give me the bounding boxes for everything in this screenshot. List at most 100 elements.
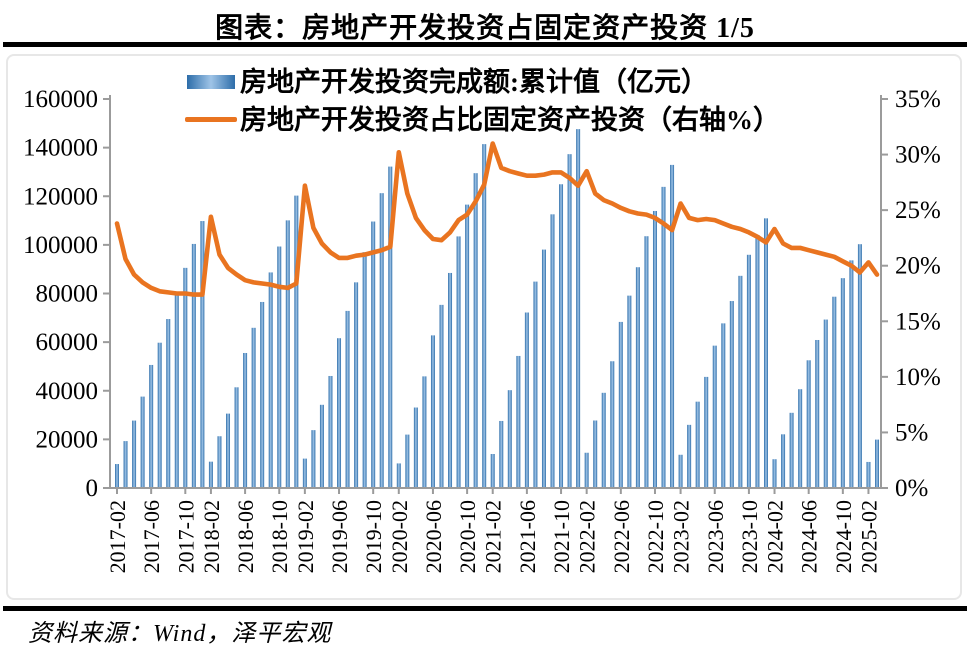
bar-2018-08: [260, 301, 265, 488]
bar-2023-07: [721, 323, 726, 488]
x-axis-label: 2019-06: [327, 500, 352, 573]
bar-2018-11: [285, 220, 290, 489]
bar-2022-08: [635, 267, 640, 488]
x-axis-label: 2018-06: [233, 500, 258, 573]
bar-2017-05: [140, 396, 145, 488]
bar-2017-02: [115, 464, 119, 488]
bar-2017-04: [132, 420, 137, 488]
bar-2021-05: [516, 355, 521, 488]
right-axis-label: 15%: [895, 308, 941, 335]
left-axis-label: 20000: [36, 426, 99, 453]
left-axis-label: 160000: [23, 86, 98, 113]
right-axis-label: 5%: [895, 419, 928, 446]
left-axis-label: 100000: [23, 232, 98, 259]
bar-2024-04: [789, 412, 794, 488]
bar-2020-09: [456, 236, 461, 488]
x-axis-label: 2018-02: [199, 500, 224, 573]
bar-2020-07: [439, 304, 444, 488]
right-axis-label: 10%: [895, 364, 941, 391]
x-axis-label: 2020-02: [387, 500, 412, 573]
bar-2023-03: [687, 424, 692, 488]
bar-2021-07: [533, 281, 538, 488]
bar-2021-06: [524, 312, 529, 488]
bar-2020-04: [413, 407, 418, 488]
bar-2024-09: [832, 296, 837, 488]
x-axis-label: 2025-02: [856, 500, 881, 573]
bar-2019-04: [319, 404, 324, 488]
bar-2022-04: [601, 392, 606, 488]
bar-2020-12: [482, 144, 487, 488]
x-axis-label: 2021-06: [515, 500, 540, 573]
bar-2018-10: [277, 246, 282, 488]
x-axis-label: 2023-10: [737, 500, 762, 573]
left-axis-label: 120000: [23, 183, 98, 210]
x-axis-label: 2017-02: [105, 500, 130, 573]
chart-frame: [6, 54, 962, 600]
bar-2019-02: [302, 458, 307, 488]
bar-2021-10: [559, 184, 564, 488]
legend-line-label: 房地产开发投资占比固定资产投资（右轴%）: [240, 105, 780, 135]
bar-2023-09: [738, 275, 743, 488]
bar-2019-08: [354, 282, 359, 488]
x-axis-label: 2020-06: [421, 500, 446, 573]
bar-2022-03: [593, 420, 598, 488]
x-axis-label: 2022-06: [609, 500, 634, 573]
ratio-line: [114, 141, 880, 297]
x-axis-label: 2021-02: [481, 500, 506, 573]
x-axis-label: 2021-10: [549, 500, 574, 573]
bar-2024-03: [781, 434, 786, 488]
bar-2017-08: [166, 319, 171, 488]
bar-2022-05: [610, 361, 615, 488]
bar-2023-06: [712, 345, 717, 488]
bar-2021-08: [541, 249, 546, 488]
bar-2019-05: [328, 375, 333, 488]
bar-2024-02: [772, 459, 777, 488]
bar-2023-08: [729, 301, 734, 488]
bar-2018-02: [208, 461, 213, 488]
bar-2020-05: [422, 376, 427, 488]
bar-2023-11: [755, 235, 760, 488]
right-axis-label: 30%: [895, 142, 941, 169]
bar-2018-05: [234, 387, 239, 488]
bar-2017-10: [183, 267, 188, 488]
x-axis-label: 2024-06: [797, 500, 822, 573]
x-axis-label: 2023-06: [703, 500, 728, 573]
bar-2024-07: [815, 339, 820, 488]
bar-2020-11: [473, 173, 478, 489]
bar-2019-06: [337, 338, 342, 488]
bar-2020-10: [465, 204, 470, 488]
right-axis-label: 20%: [895, 253, 941, 280]
bar-2024-12: [857, 244, 862, 488]
x-axis-label: 2023-02: [669, 500, 694, 573]
bar-2024-05: [798, 389, 803, 488]
left-axis-label: 40000: [36, 378, 99, 405]
bar-2025-02: [866, 461, 871, 488]
bar-2017-09: [174, 291, 179, 488]
right-axis-label: 0%: [895, 475, 928, 502]
x-axis-label: 2018-10: [267, 500, 292, 573]
bar-2017-07: [157, 342, 162, 488]
x-axis-label: 2017-10: [173, 500, 198, 573]
bar-2018-06: [243, 352, 248, 488]
bar-2022-02: [584, 452, 589, 488]
x-axis-label: 2024-10: [831, 500, 856, 573]
top-rule: [3, 42, 967, 47]
bar-2021-11: [567, 154, 572, 488]
bar-2020-06: [430, 335, 435, 488]
legend-bar-swatch-icon: [187, 75, 235, 89]
bar-2024-10: [840, 278, 845, 488]
bar-2023-02: [678, 454, 683, 488]
bar-2021-04: [507, 390, 512, 488]
bar-2021-03: [499, 420, 504, 488]
left-axis-label: 80000: [36, 281, 99, 308]
bar-2021-12: [576, 129, 581, 488]
legend-line-swatch-icon: [185, 117, 237, 122]
x-axis-label: 2020-10: [455, 500, 480, 573]
bar-2022-12: [670, 164, 675, 488]
bar-2018-09: [268, 272, 273, 488]
bar-2020-02: [396, 463, 401, 488]
bar-2024-06: [806, 360, 811, 488]
bar-2020-03: [405, 434, 410, 488]
